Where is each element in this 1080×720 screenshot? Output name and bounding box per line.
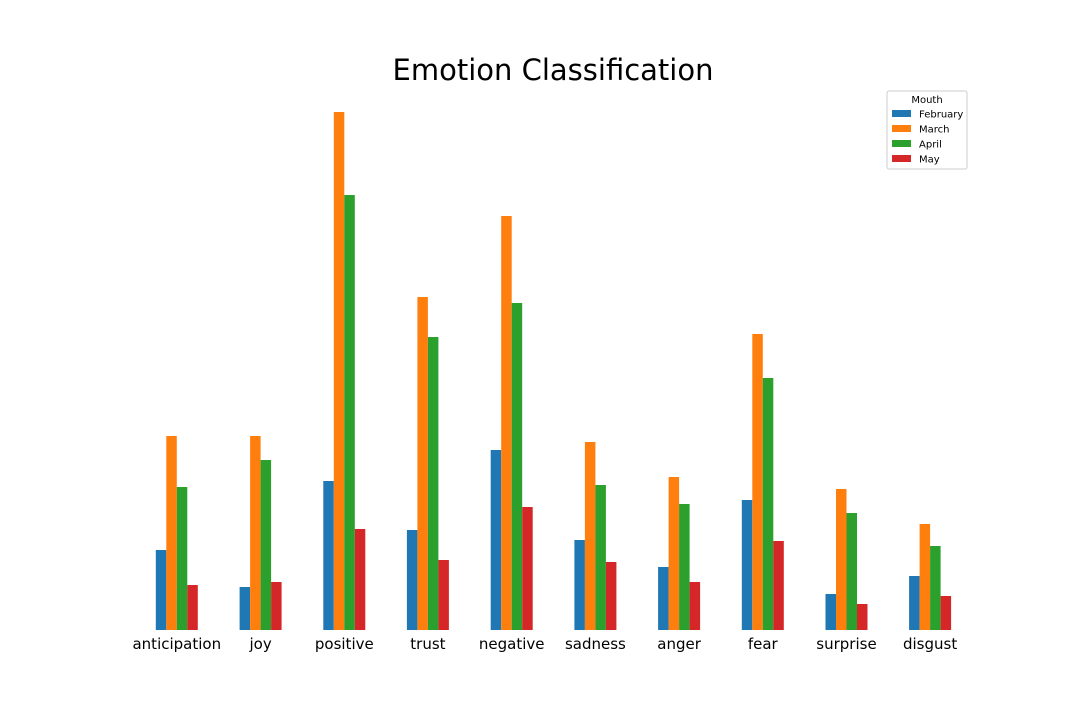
bar-negative-april (511, 303, 523, 630)
bar-negative-february (490, 450, 502, 630)
legend-label-may: May (919, 155, 940, 166)
bar-joy-march (250, 436, 261, 630)
bar-trust-february (406, 530, 418, 630)
bar-disgust-march (919, 524, 931, 630)
bar-positive-may (354, 529, 366, 630)
bar-disgust-february (909, 576, 920, 630)
x-tick-positive: positive (315, 635, 374, 653)
legend-label-march: March (919, 125, 949, 136)
bar-sadness-may (605, 562, 617, 630)
bar-anger-april (679, 504, 690, 630)
bar-sadness-april (595, 485, 606, 630)
bar-anticipation-may (187, 585, 198, 630)
bar-surprise-may (857, 604, 868, 630)
bar-surprise-february (825, 594, 836, 630)
bar-positive-february (323, 481, 334, 630)
bar-fear-february (741, 500, 753, 630)
bar-joy-february (239, 587, 251, 630)
bar-surprise-april (846, 513, 857, 630)
x-tick-negative: negative (479, 635, 545, 653)
bar-fear-may (773, 541, 784, 630)
x-tick-anger: anger (657, 635, 701, 653)
legend-swatch-march (892, 125, 911, 132)
bar-anticipation-february (155, 550, 167, 630)
x-tick-fear: fear (748, 635, 779, 653)
bar-joy-may (271, 582, 282, 630)
legend-label-february: February (919, 110, 963, 121)
x-tick-labels: anticipation joy positive trust negative sadn… (132, 635, 957, 653)
bar-sadness-february (574, 540, 585, 630)
legend: Mouth February March April May (886, 90, 968, 170)
x-tick-trust: trust (410, 635, 445, 653)
legend-label-april: April (919, 140, 942, 151)
bar-negative-march (501, 216, 512, 630)
bar-disgust-april (930, 546, 941, 630)
bar-disgust-may (940, 596, 952, 630)
x-tick-disgust: disgust (903, 635, 957, 653)
legend-swatch-february (892, 110, 911, 117)
bar-positive-march (333, 112, 345, 630)
bar-fear-march (752, 334, 763, 630)
legend-swatch-april (892, 140, 911, 147)
bar-surprise-march (836, 489, 847, 630)
x-tick-joy: joy (248, 635, 271, 653)
legend-items: February March April May (892, 110, 963, 166)
bar-fear-april (762, 378, 774, 630)
bar-positive-april (344, 195, 355, 630)
x-tick-anticipation: anticipation (132, 635, 221, 653)
x-tick-surprise: surprise (816, 635, 876, 653)
bar-negative-may (522, 507, 533, 630)
bar-trust-march (417, 297, 428, 630)
bar-anticipation-april (176, 487, 188, 630)
bar-trust-may (438, 560, 449, 630)
bar-anger-february (658, 567, 669, 630)
chart-title: Emotion Classification (393, 53, 714, 87)
bar-joy-april (260, 460, 272, 630)
x-tick-sadness: sadness (565, 635, 626, 653)
bar-anger-may (689, 582, 701, 630)
legend-swatch-may (892, 155, 911, 162)
bar-anger-march (668, 477, 680, 630)
bar-sadness-march (584, 442, 596, 630)
bar-anticipation-march (166, 436, 177, 630)
legend-title: Mouth (911, 95, 942, 106)
bars-group (155, 112, 952, 630)
bar-trust-april (427, 337, 439, 630)
